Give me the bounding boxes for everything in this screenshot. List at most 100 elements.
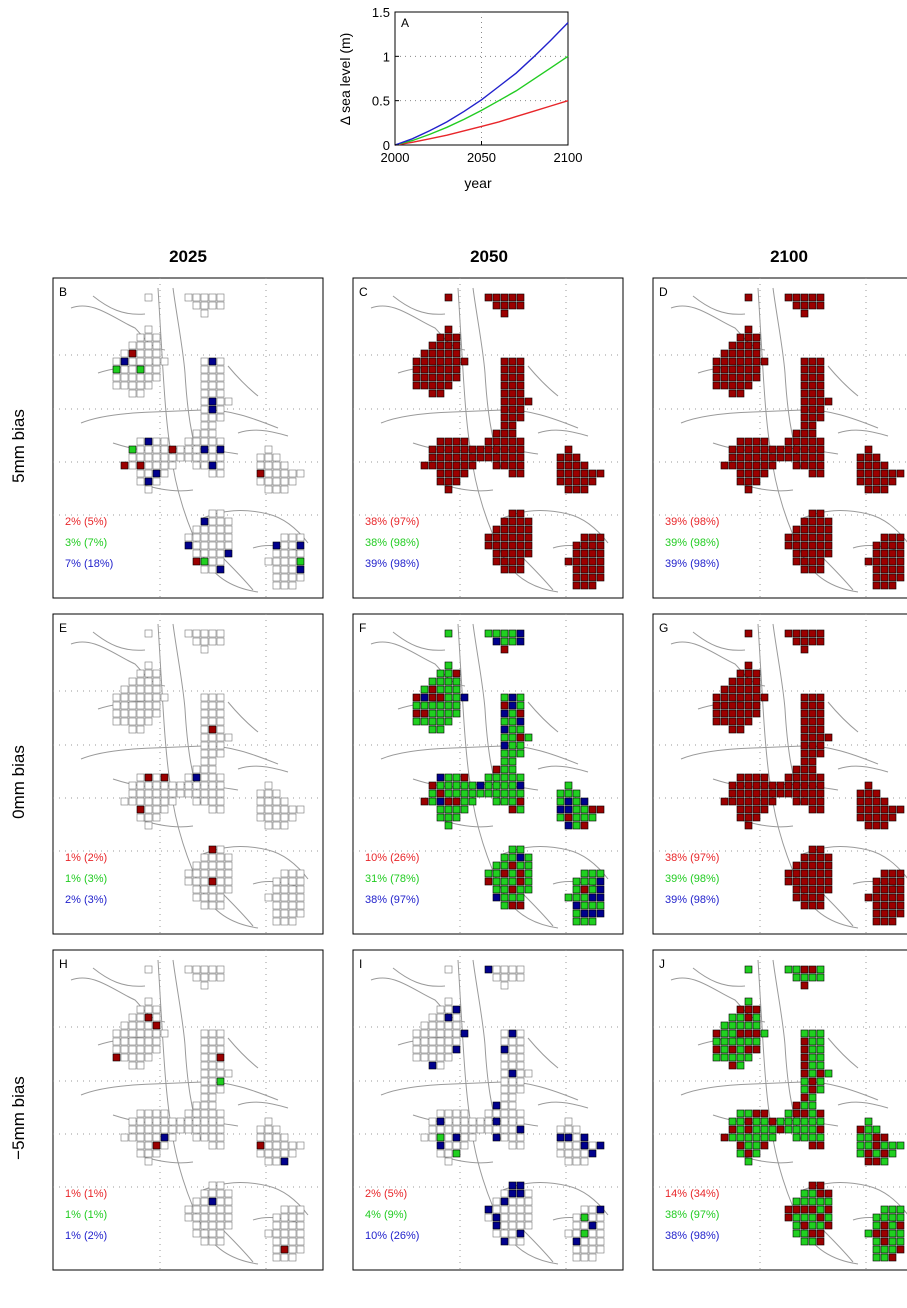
map-cell (500, 437, 509, 446)
panel-stat-red: 2% (5%) (365, 1188, 407, 1200)
map-cell (508, 805, 517, 814)
map-cell (296, 1205, 305, 1214)
map-cell (720, 797, 729, 806)
river-line (227, 701, 259, 733)
map-cell (728, 1037, 737, 1046)
map-cell (816, 525, 825, 534)
map-cell (120, 381, 129, 390)
map-cell (492, 781, 501, 790)
map-cell (524, 1205, 533, 1214)
map-cell (492, 1213, 501, 1222)
map-cell (736, 333, 745, 342)
map-cell (208, 893, 217, 902)
map-cell (208, 877, 217, 886)
panel-stat-green: 4% (9%) (365, 1209, 407, 1221)
map-cell (272, 901, 281, 910)
map-cell (144, 469, 153, 478)
map-cell (572, 1237, 581, 1246)
map-cell (596, 549, 605, 558)
map-cell (128, 725, 137, 734)
map-cell (264, 1157, 273, 1166)
map-cell (460, 1125, 469, 1134)
map-cell (800, 965, 809, 974)
map-cell (272, 1149, 281, 1158)
map-cell (216, 805, 225, 814)
map-cell (452, 445, 461, 454)
map-cell (128, 349, 137, 358)
map-cell (200, 1189, 209, 1198)
map-cell (208, 1181, 217, 1190)
panel-stat-blue: 38% (97%) (365, 894, 419, 906)
map-cell (824, 1213, 833, 1222)
map-cell (800, 429, 809, 438)
panel-stat-red: 2% (5%) (65, 516, 107, 528)
map-cell (508, 1221, 517, 1230)
river-line (370, 977, 466, 1023)
map-cell (580, 469, 589, 478)
map-cell (492, 525, 501, 534)
map-cell (792, 1125, 801, 1134)
map-cell (744, 821, 753, 830)
map-cell (744, 789, 753, 798)
map-cell (200, 301, 209, 310)
map-cell (808, 1109, 817, 1118)
map-cell (508, 1069, 517, 1078)
map-cell (152, 773, 161, 782)
map-cell (428, 341, 437, 350)
map-cell (768, 1125, 777, 1134)
map-cell (564, 813, 573, 822)
map-cell (816, 469, 825, 478)
map-cell (500, 781, 509, 790)
map-cell (500, 373, 509, 382)
map-cell (744, 333, 753, 342)
map-cell (192, 789, 201, 798)
map-cell (864, 445, 873, 454)
map-cell (508, 509, 517, 518)
map-cell (280, 893, 289, 902)
map-cell (792, 1101, 801, 1110)
map-cell (816, 453, 825, 462)
map-cell (216, 629, 225, 638)
map-cell (588, 805, 597, 814)
panel-stat-green: 39% (98%) (665, 873, 719, 885)
map-cell (816, 445, 825, 454)
panel-stat-red: 10% (26%) (365, 852, 419, 864)
map-cell (152, 701, 161, 710)
map-cell (800, 461, 809, 470)
river-line (537, 1101, 589, 1109)
map-cell (428, 461, 437, 470)
column-title-2100: 2100 (770, 247, 808, 266)
map-cell (800, 1221, 809, 1230)
map-cell (436, 789, 445, 798)
map-cell (208, 469, 217, 478)
map-cell (888, 469, 897, 478)
map-cell (792, 533, 801, 542)
map-cell (452, 693, 461, 702)
map-cell (144, 1157, 153, 1166)
map-cell (428, 717, 437, 726)
map-cell (128, 1053, 137, 1062)
map-cell (516, 637, 525, 646)
map-cell (816, 693, 825, 702)
map-cell (776, 453, 785, 462)
map-cell (500, 565, 509, 574)
map-cell (192, 549, 201, 558)
map-cell (128, 381, 137, 390)
map-cell (572, 557, 581, 566)
map-cell (280, 573, 289, 582)
map-cell (872, 877, 881, 886)
map-cell (580, 1141, 589, 1150)
map-cell (184, 1117, 193, 1126)
map-cell (816, 437, 825, 446)
map-cell (500, 749, 509, 758)
map-cell (888, 565, 897, 574)
map-cell (508, 373, 517, 382)
map-cell (460, 781, 469, 790)
map-cell (736, 693, 745, 702)
map-cell (120, 797, 129, 806)
map-cell (896, 909, 905, 918)
map-cell (572, 1149, 581, 1158)
map-cell (192, 1117, 201, 1126)
map-cell (492, 1117, 501, 1126)
map-cell (452, 797, 461, 806)
